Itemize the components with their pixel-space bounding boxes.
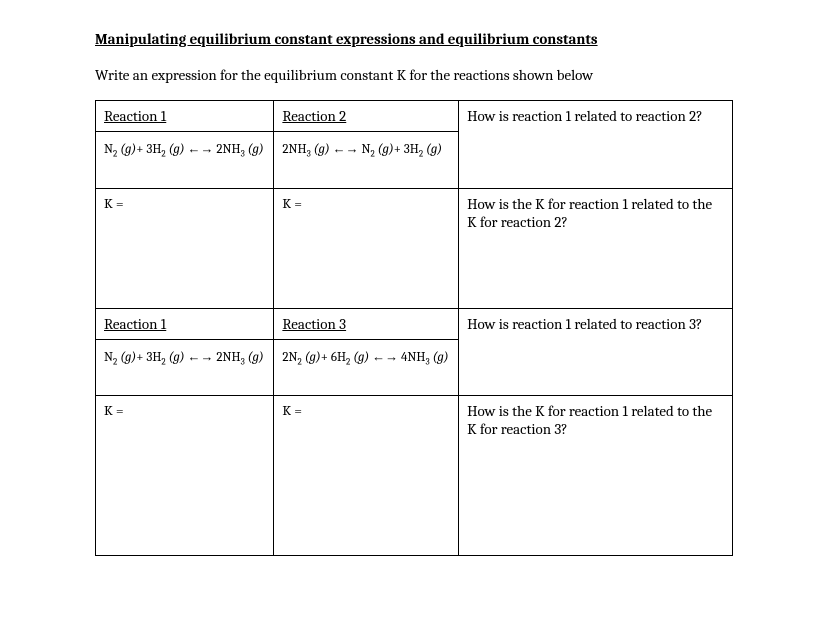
- reaction1-equation: N2 (g)+ 3H2 (g) ←→ 2NH3 (g): [104, 142, 264, 157]
- question-cell: How is the K for reaction 1 related to t…: [459, 188, 733, 308]
- equation-cell: 2NH3 (g) ←→ N2 (g)+ 3H2 (g): [274, 132, 459, 189]
- relation-question-1: How is reaction 1 related to reaction 2?: [467, 107, 702, 125]
- question-cell: How is reaction 1 related to reaction 2?: [459, 101, 733, 189]
- question-cell: How is the K for reaction 1 related to t…: [459, 396, 733, 556]
- equation-cell: N2 (g)+ 3H2 (g) ←→ 2NH3 (g): [96, 339, 274, 396]
- k-cell: K =: [96, 188, 274, 308]
- table-row: K = K = How is the K for reaction 1 rela…: [96, 396, 733, 556]
- instruction-text: Write an expression for the equilibrium …: [95, 66, 733, 84]
- k-relation-question-2: How is the K for reaction 1 related to t…: [467, 402, 712, 438]
- worksheet-table: Reaction 1 Reaction 2 How is reaction 1 …: [95, 100, 733, 556]
- k-cell: K =: [274, 188, 459, 308]
- table-row: Reaction 1 Reaction 3 How is reaction 1 …: [96, 308, 733, 339]
- table-row: Reaction 1 Reaction 2 How is reaction 1 …: [96, 101, 733, 132]
- reaction2-equation: 2NH3 (g) ←→ N2 (g)+ 3H2 (g): [282, 142, 442, 157]
- k-cell: K =: [96, 396, 274, 556]
- k-relation-question-1: How is the K for reaction 1 related to t…: [467, 195, 712, 231]
- reaction1-header-b: Reaction 1: [96, 308, 274, 339]
- equation-cell: 2N2 (g)+ 6H2 (g) ←→ 4NH3 (g): [274, 339, 459, 396]
- k-cell: K =: [274, 396, 459, 556]
- reaction3-header: Reaction 3: [274, 308, 459, 339]
- reaction3-equation: 2N2 (g)+ 6H2 (g) ←→ 4NH3 (g): [282, 350, 448, 365]
- equation-cell: N2 (g)+ 3H2 (g) ←→ 2NH3 (g): [96, 132, 274, 189]
- question-cell: How is reaction 1 related to reaction 3?: [459, 308, 733, 396]
- table-row: K = K = How is the K for reaction 1 rela…: [96, 188, 733, 308]
- relation-question-2: How is reaction 1 related to reaction 3?: [467, 315, 702, 333]
- reaction1-header: Reaction 1: [96, 101, 274, 132]
- page-title: Manipulating equilibrium constant expres…: [95, 30, 733, 48]
- reaction2-header: Reaction 2: [274, 101, 459, 132]
- reaction1-equation-b: N2 (g)+ 3H2 (g) ←→ 2NH3 (g): [104, 350, 264, 365]
